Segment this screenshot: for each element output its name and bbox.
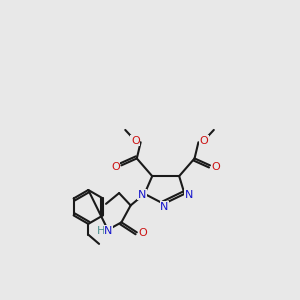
Text: N: N: [185, 190, 194, 200]
Text: N: N: [104, 226, 112, 236]
Text: H: H: [97, 226, 106, 236]
Text: O: O: [111, 162, 120, 172]
Text: O: O: [200, 136, 208, 146]
Text: N: N: [160, 202, 169, 212]
Text: O: O: [139, 228, 147, 238]
Text: O: O: [212, 162, 220, 172]
Text: N: N: [138, 190, 146, 200]
Text: O: O: [131, 136, 140, 146]
